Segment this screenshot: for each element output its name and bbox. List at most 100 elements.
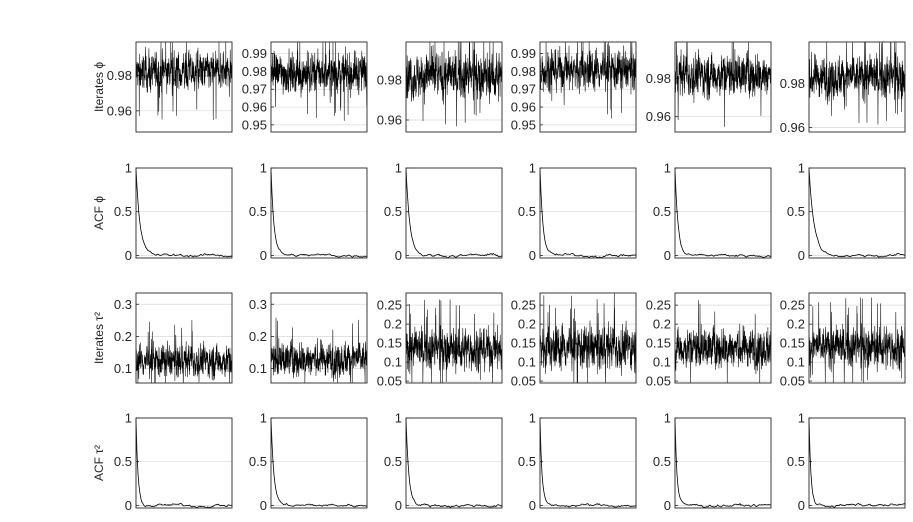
- axes-box: [674, 41, 772, 133]
- ytick-label: 0.3: [114, 297, 132, 312]
- ytick-label: 0: [664, 498, 671, 513]
- ytick-label: 0.2: [249, 329, 267, 344]
- axes-box: [674, 167, 772, 259]
- subplot: 0.96 0.98: [107, 41, 233, 133]
- ytick-label: 1: [395, 411, 402, 426]
- ytick-label: 0: [260, 498, 267, 513]
- subplot: 0.05 0.1 0.15 0.2 0.25: [377, 292, 503, 389]
- ytick-label: 0.97: [511, 82, 536, 97]
- series-line: [135, 41, 233, 120]
- ytick-label: 0.98: [646, 71, 671, 86]
- series-line: [405, 299, 503, 384]
- series-line: [135, 417, 233, 509]
- ytick-label: 0: [664, 248, 671, 263]
- ytick-label: 0.5: [518, 454, 536, 469]
- ytick-label: 1: [798, 161, 805, 176]
- series-line: [539, 41, 637, 119]
- series-line: [270, 167, 368, 258]
- series-line: [270, 41, 368, 121]
- subplot: 0.05 0.1 0.15 0.2 0.25: [511, 292, 637, 389]
- ytick-label: 0.5: [787, 454, 805, 469]
- axes-box: [135, 41, 233, 133]
- ytick-label: 0.5: [384, 454, 402, 469]
- ytick-label: 0.96: [107, 103, 132, 118]
- ytick-label: 0.2: [787, 317, 805, 332]
- series-line: [674, 167, 772, 259]
- ytick-label: 0.15: [511, 336, 536, 351]
- series-line: [405, 41, 503, 127]
- axes-box: [135, 292, 233, 384]
- ytick-label: 1: [798, 411, 805, 426]
- ytick-label: 0.95: [242, 117, 267, 132]
- ytick-label: 1: [125, 161, 132, 176]
- row-ylabel: Iterates ϕ: [92, 62, 106, 112]
- subplot: 0.96 0.98: [377, 41, 503, 133]
- axes-box: [808, 167, 906, 259]
- subplot: 0.05 0.1 0.15 0.2 0.25: [780, 292, 906, 389]
- subplot: 0.95 0.96 0.97 0.98 0.99: [242, 41, 368, 133]
- ytick-label: 0.2: [653, 317, 671, 332]
- ytick-label: 1: [664, 161, 671, 176]
- ytick-label: 1: [125, 411, 132, 426]
- series-line: [674, 41, 772, 127]
- ytick-label: 0: [529, 248, 536, 263]
- ytick-label: 1: [664, 411, 671, 426]
- ytick-label: 0: [529, 498, 536, 513]
- axes-box: [808, 417, 906, 509]
- ytick-label: 1: [260, 161, 267, 176]
- ytick-label: 0.98: [242, 64, 267, 79]
- subplot: 00.51: [518, 411, 637, 513]
- subplot: 00.51: [249, 161, 368, 263]
- axes-box: [539, 292, 637, 384]
- axes-box: [135, 167, 233, 259]
- ytick-label: 0.5: [249, 454, 267, 469]
- ytick-label: 1: [529, 161, 536, 176]
- ytick-label: 0.1: [518, 355, 536, 370]
- series-line: [539, 293, 637, 384]
- series-line: [808, 167, 906, 258]
- ytick-label: 1: [260, 411, 267, 426]
- subplot: 00.51: [787, 411, 906, 513]
- ytick-label: 0: [125, 248, 132, 263]
- series-line: [808, 417, 906, 508]
- ytick-label: 0.2: [114, 329, 132, 344]
- subplot: 00.51: [114, 411, 233, 513]
- subplot: 00.51: [384, 411, 503, 513]
- series-line: [405, 167, 503, 259]
- ytick-label: 1: [529, 411, 536, 426]
- subplot: 0.05 0.1 0.15 0.2 0.25: [646, 292, 772, 389]
- subplot: 00.51: [653, 161, 772, 263]
- series-line: [808, 41, 906, 125]
- ytick-label: 0.5: [114, 454, 132, 469]
- ytick-label: 0.05: [646, 374, 671, 389]
- subplot: 00.51: [518, 161, 637, 263]
- ytick-label: 0.1: [384, 355, 402, 370]
- ytick-label: 0.25: [646, 298, 671, 313]
- axes-box: [270, 292, 368, 384]
- axes-box: [808, 292, 906, 384]
- subplot: 0.96 0.98: [646, 41, 772, 133]
- axes-box: [674, 417, 772, 509]
- axes-box: [674, 292, 772, 384]
- ytick-label: 0.99: [242, 46, 267, 61]
- ytick-label: 0: [125, 498, 132, 513]
- ytick-label: 1: [395, 161, 402, 176]
- series-line: [135, 320, 233, 384]
- axes-box: [405, 292, 503, 384]
- series-line: [674, 300, 772, 384]
- ytick-label: 0: [798, 498, 805, 513]
- ytick-label: 0.05: [780, 374, 805, 389]
- series-line: [270, 417, 368, 508]
- ytick-label: 0.15: [646, 336, 671, 351]
- ytick-label: 0: [395, 248, 402, 263]
- series-line: [405, 417, 503, 509]
- ytick-label: 0.5: [653, 454, 671, 469]
- ytick-label: 0.98: [377, 73, 402, 88]
- ytick-label: 0.5: [384, 204, 402, 219]
- ytick-label: 0.98: [107, 68, 132, 83]
- ytick-label: 0: [798, 248, 805, 263]
- ytick-label: 0.5: [249, 204, 267, 219]
- axes-box: [539, 41, 637, 133]
- ytick-label: 0.98: [780, 76, 805, 91]
- ytick-label: 0.15: [780, 336, 805, 351]
